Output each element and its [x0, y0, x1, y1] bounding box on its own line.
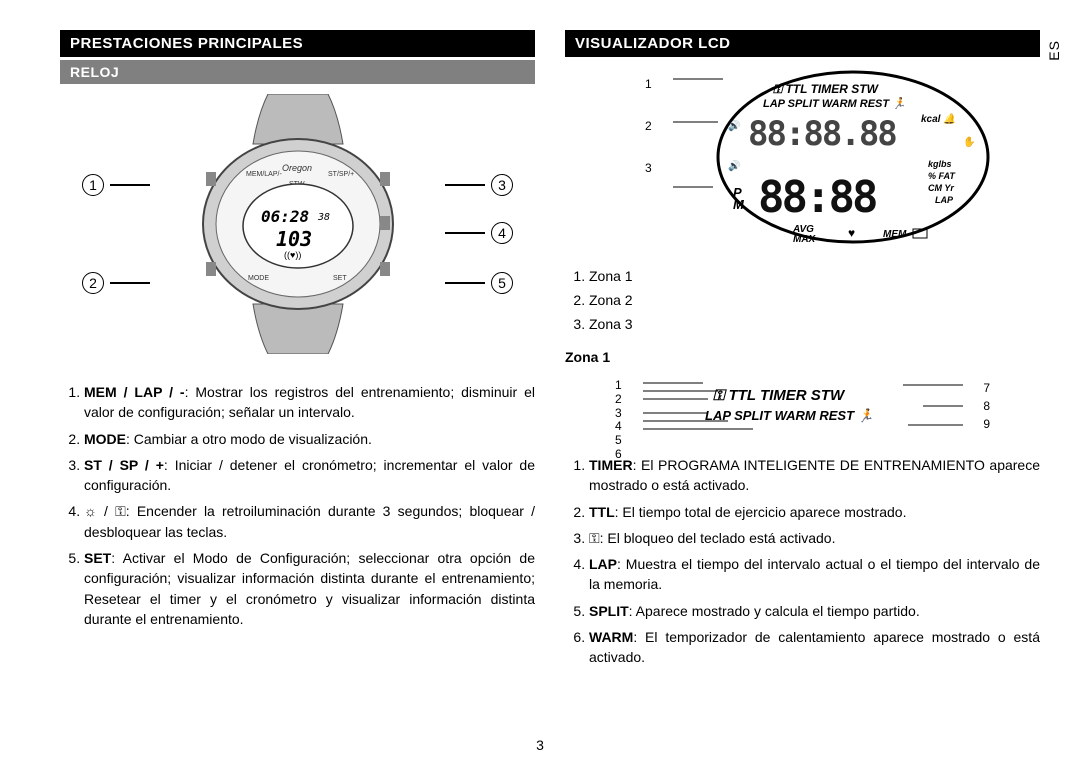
list-item: Zona 3	[589, 314, 1040, 335]
watch-diagram: 1 2 3 4 5	[60, 94, 535, 364]
row-label: 3	[645, 161, 652, 175]
callout-num: 3	[491, 174, 513, 196]
row-label: 2	[645, 119, 652, 133]
list-item: MODE: Cambiar a otro modo de visualizaci…	[84, 429, 535, 449]
left-column: PRESTACIONES PRINCIPALES RELOJ 1 2 3 4 5	[60, 30, 535, 741]
svg-text:⚿ TTL TIMER STW: ⚿ TTL TIMER STW	[713, 387, 846, 404]
svg-text:38: 38	[317, 212, 330, 223]
svg-text:((♥)): ((♥))	[284, 250, 301, 260]
watch-label-stsp: ST/SP/+	[328, 171, 354, 178]
svg-text:CM Yr: CM Yr	[928, 183, 954, 193]
key-icon: ⚿	[115, 503, 126, 519]
list-item: ☼ / ⚿: Encender la retroiluminación dura…	[84, 501, 535, 542]
right-column: VISUALIZADOR LCD 1 2 3 ⚿ TTL TIMER STW L…	[565, 30, 1040, 741]
zona1-header: Zona 1	[565, 349, 1040, 365]
row-label: 1	[645, 77, 652, 91]
svg-text:LAP SPLIT WARM REST 🏃: LAP SPLIT WARM REST 🏃	[705, 408, 875, 423]
zones-list: Zona 1 Zona 2 Zona 3	[565, 266, 1040, 335]
svg-text:88:88.88: 88:88.88	[748, 114, 896, 154]
svg-text:LAP SPLIT WARM REST 🏃: LAP SPLIT WARM REST 🏃	[763, 97, 907, 110]
list-item: ⚿: El bloqueo del teclado está activado.	[589, 528, 1040, 548]
callout-5: 5	[445, 272, 513, 294]
list-item: LAP: Muestra el tiempo del intervalo act…	[589, 554, 1040, 595]
z1-left-nums: 1 2 3 4 5 6	[615, 379, 622, 462]
svg-text:🔊: 🔊	[728, 119, 740, 132]
callout-num: 1	[82, 174, 104, 196]
callout-3: 3	[445, 174, 513, 196]
list-item: SET: Activar el Modo de Configuración; s…	[84, 548, 535, 629]
watch-brand: Oregon	[282, 163, 312, 173]
svg-text:88:88: 88:88	[758, 172, 876, 223]
lang-tab: ES	[1046, 40, 1062, 61]
list-item: Zona 2	[589, 290, 1040, 311]
svg-text:kcal 🔔: kcal 🔔	[921, 113, 958, 125]
section-title: VISUALIZADOR LCD	[565, 30, 1040, 57]
bulb-icon: ☼	[84, 503, 97, 519]
zone1-illustration: ⚿ TTL TIMER STW LAP SPLIT WARM REST 🏃	[633, 373, 973, 438]
zone1-diagram: 1 2 3 4 5 6 7 8 9 ⚿	[565, 373, 1040, 443]
callout-2: 2	[82, 272, 150, 294]
list-item: TTL: El tiempo total de ejercicio aparec…	[589, 502, 1040, 522]
lcd-row-numbers: 1 2 3	[645, 77, 652, 203]
key-icon: ⚿	[589, 530, 600, 546]
svg-text:MEM: MEM	[883, 229, 907, 240]
watch-label-mem: MEM/LAP/-	[246, 171, 282, 178]
svg-text:MAX: MAX	[793, 234, 817, 245]
lcd-diagram: 1 2 3 ⚿ TTL TIMER STW LAP SPLIT WARM RES…	[565, 67, 1040, 252]
svg-text:⚿ TTL TIMER STW: ⚿ TTL TIMER STW	[773, 82, 880, 96]
section-title: PRESTACIONES PRINCIPALES	[60, 30, 535, 57]
list-item: MEM / LAP / -: Mostrar los registros del…	[84, 382, 535, 423]
callout-1: 1	[82, 174, 150, 196]
callout-num: 2	[82, 272, 104, 294]
page-container: PRESTACIONES PRINCIPALES RELOJ 1 2 3 4 5	[60, 30, 1040, 741]
lcd-illustration: ⚿ TTL TIMER STW LAP SPLIT WARM REST 🏃 88…	[673, 67, 993, 247]
list-item: Zona 1	[589, 266, 1040, 287]
svg-text:♥: ♥	[848, 226, 855, 240]
svg-text:🔊: 🔊	[728, 159, 740, 172]
list-item: ST / SP / +: Iniciar / detener el cronóm…	[84, 455, 535, 496]
svg-text:06:28: 06:28	[261, 207, 309, 226]
callout-4: 4	[445, 222, 513, 244]
watch-label-mode: MODE	[248, 275, 269, 282]
page-number: 3	[536, 737, 544, 753]
watch-label-set: SET	[333, 275, 347, 282]
svg-text:kglbs: kglbs	[928, 159, 952, 169]
svg-text:LAP: LAP	[935, 195, 954, 205]
svg-text:103: 103	[276, 227, 312, 251]
watch-illustration: MEM/LAP/- ST/SP/+ MODE SET STW Oregon 06…	[158, 94, 438, 354]
svg-text:✋: ✋	[963, 135, 975, 148]
callout-num: 5	[491, 272, 513, 294]
list-item: TIMER: El PROGRAMA INTELIGENTE DE ENTREN…	[589, 455, 1040, 496]
z1-right-nums: 7 8 9	[983, 379, 990, 433]
zona1-list: TIMER: El PROGRAMA INTELIGENTE DE ENTREN…	[565, 455, 1040, 668]
callout-num: 4	[491, 222, 513, 244]
sub-title: RELOJ	[60, 60, 535, 84]
list-item: SPLIT: Aparece mostrado y calcula el tie…	[589, 601, 1040, 621]
reloj-list: MEM / LAP / -: Mostrar los registros del…	[60, 382, 535, 629]
list-item: WARM: El temporizador de calentamiento a…	[589, 627, 1040, 668]
svg-text:% FAT: % FAT	[928, 171, 956, 181]
